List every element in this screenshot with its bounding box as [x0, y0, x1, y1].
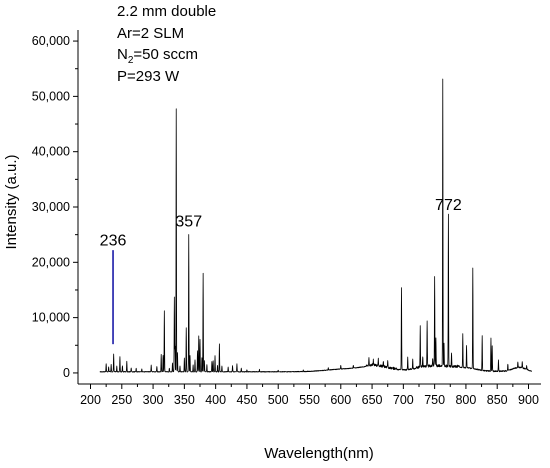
conditions-note: 2.2 mm double Ar=2 SLM N2=50 sccm P=293 …: [117, 3, 216, 85]
peak-label-357: 357: [175, 213, 202, 230]
x-axis-title: Wavelength(nm): [264, 445, 373, 462]
y-tick-label: 30,000: [32, 200, 70, 214]
x-tick-label: 600: [330, 393, 351, 407]
condition-nitrogen-symbol: N: [117, 46, 128, 63]
y-tick-label: 60,000: [32, 34, 70, 48]
x-tick-label: 800: [455, 393, 476, 407]
x-tick-label: 650: [362, 393, 383, 407]
spectrum-line: [99, 78, 532, 373]
y-tick-label: 20,000: [32, 255, 70, 269]
peak-label-236: 236: [100, 233, 127, 250]
y-tick-label: 40,000: [32, 145, 70, 159]
x-tick-label: 850: [487, 393, 508, 407]
x-tick-label: 400: [205, 393, 226, 407]
annotation-layer: 236 357 772: [100, 197, 462, 345]
spectrum-layer: [99, 78, 532, 373]
x-tick-label: 550: [299, 393, 320, 407]
condition-power: P=293 W: [117, 68, 180, 85]
x-tick-label: 300: [143, 393, 164, 407]
x-tick-label: 450: [237, 393, 258, 407]
condition-gap: 2.2 mm double: [117, 3, 216, 20]
x-tick-label: 900: [518, 393, 539, 407]
condition-argon: Ar=2 SLM: [117, 25, 184, 42]
x-tick-label: 350: [174, 393, 195, 407]
condition-nitrogen-subscript: 2: [128, 55, 134, 66]
x-tick-label: 250: [111, 393, 132, 407]
y-tick-label: 0: [63, 366, 70, 380]
x-tick-label: 200: [80, 393, 101, 407]
x-tick-label: 700: [393, 393, 414, 407]
x-tick-label: 500: [268, 393, 289, 407]
y-tick-label: 50,000: [32, 89, 70, 103]
x-tick-label: 750: [424, 393, 445, 407]
condition-nitrogen: N2=50 sccm: [117, 46, 198, 66]
y-tick-label: 10,000: [32, 311, 70, 325]
condition-nitrogen-flow: =50 sccm: [133, 46, 198, 63]
peak-label-772: 772: [435, 197, 462, 214]
axes-layer: 200 250 300 350 400 450 500 550 600 650 700 750 800 8…: [32, 30, 541, 407]
y-axis-title: Intensity (a.u.): [3, 154, 20, 249]
labels-layer: Wavelength(nm) Intensity (a.u.) 2.2 mm d…: [3, 3, 374, 462]
